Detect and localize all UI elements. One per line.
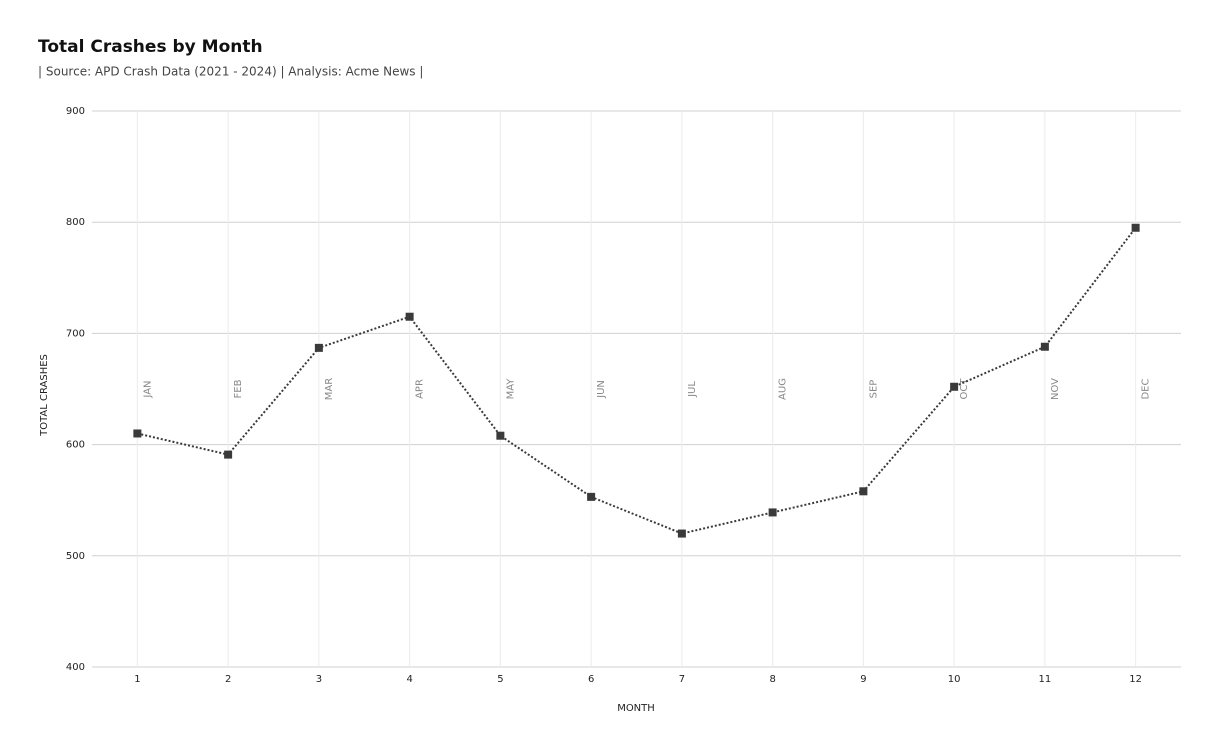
line bbox=[137, 227, 1137, 535]
marker bbox=[133, 429, 142, 438]
x-tick-label: 3 bbox=[316, 674, 322, 685]
x-tick-label: 5 bbox=[497, 674, 503, 685]
x-axis-title: MONTH bbox=[617, 703, 655, 714]
y-tick-label: 500 bbox=[66, 551, 85, 562]
marker bbox=[587, 492, 596, 501]
marker bbox=[496, 431, 505, 440]
x-tick-label: 4 bbox=[406, 674, 412, 685]
month-annotation: MAY bbox=[505, 378, 516, 400]
y-tick-label: 600 bbox=[66, 440, 85, 451]
month-annotation: JAN bbox=[142, 380, 153, 398]
x-tick-label: 1 bbox=[134, 674, 140, 685]
month-annotation: APR bbox=[415, 379, 426, 399]
x-tick-label: 11 bbox=[1039, 674, 1052, 685]
y-tick-label: 400 bbox=[66, 662, 85, 673]
marker bbox=[224, 450, 233, 459]
month-annotation: NOV bbox=[1050, 378, 1061, 400]
x-tick-label: 2 bbox=[225, 674, 231, 685]
month-annotation: DEC bbox=[1141, 378, 1152, 399]
x-tick-label: 8 bbox=[769, 674, 775, 685]
chart-title: Total Crashes by Month bbox=[38, 37, 263, 57]
chart-subtitle: | Source: APD Crash Data (2021 - 2024) |… bbox=[38, 65, 423, 79]
marker bbox=[1040, 342, 1049, 351]
x-tick-label: 7 bbox=[679, 674, 685, 685]
month-annotation: SEP bbox=[868, 380, 879, 399]
x-tick-label: 9 bbox=[860, 674, 866, 685]
y-tick-label: 900 bbox=[66, 106, 85, 117]
marker bbox=[1131, 223, 1140, 232]
month-annotation: JUN bbox=[596, 380, 607, 399]
marker bbox=[405, 312, 414, 321]
y-tick-label: 800 bbox=[66, 217, 85, 228]
month-annotation: OCT bbox=[959, 378, 970, 400]
x-tick-label: 6 bbox=[588, 674, 594, 685]
y-tick-label: 700 bbox=[66, 328, 85, 339]
x-tick-label: 12 bbox=[1129, 674, 1142, 685]
marker bbox=[859, 487, 868, 496]
month-annotation: FEB bbox=[233, 379, 244, 398]
month-annotation: AUG bbox=[778, 378, 789, 400]
y-axis-title: TOTAL CRASHES bbox=[39, 354, 50, 437]
month-annotation: MAR bbox=[324, 378, 335, 400]
marker bbox=[677, 529, 686, 538]
marker bbox=[768, 508, 777, 517]
marker bbox=[314, 343, 323, 352]
month-annotation: JUL bbox=[687, 381, 698, 398]
marker bbox=[950, 382, 959, 391]
x-tick-label: 10 bbox=[948, 674, 961, 685]
